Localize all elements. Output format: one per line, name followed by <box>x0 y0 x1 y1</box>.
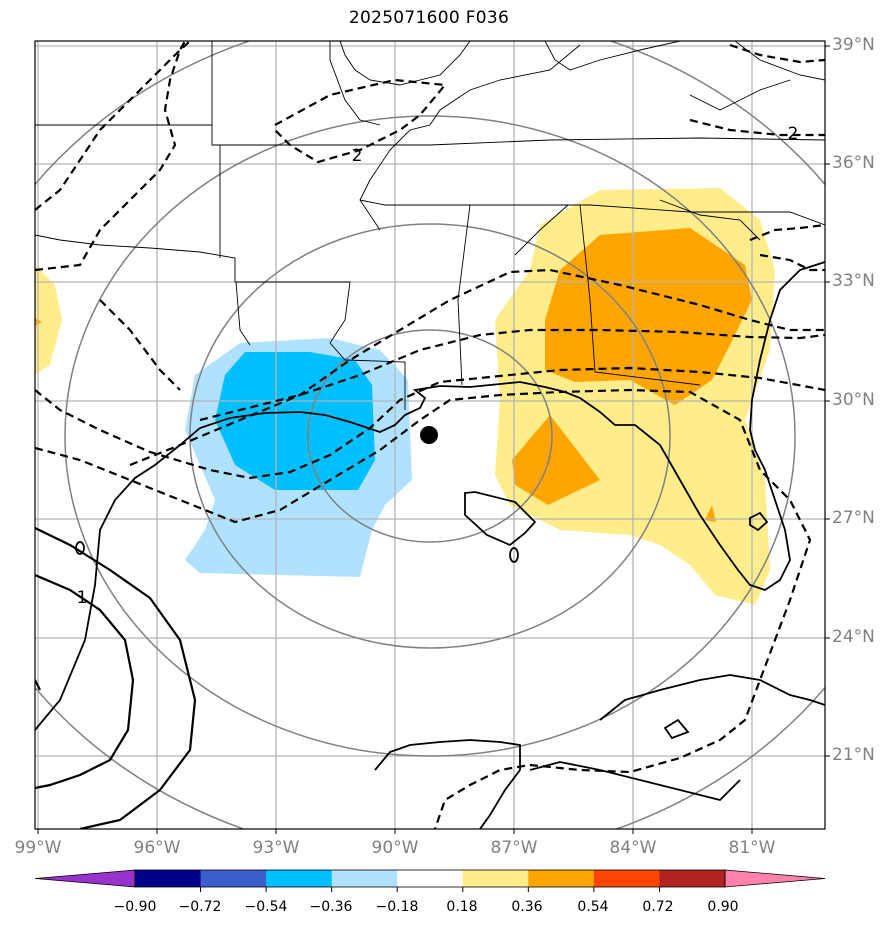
colorbar-extend-high <box>724 869 826 888</box>
lon-label: 99°W <box>14 838 62 858</box>
contour-label: 2 <box>788 124 799 144</box>
colorbar-tick-label: −0.90 <box>113 899 157 915</box>
negative-anomaly-fill <box>185 338 412 577</box>
lon-label: 90°W <box>371 838 419 858</box>
lon-label: 84°W <box>609 838 657 858</box>
colorbar-cell <box>528 870 595 887</box>
colorbar-tick-label: 0.72 <box>642 899 674 915</box>
colorbar-tick-label: 0.18 <box>446 899 478 915</box>
colorbar-tick-label: −0.72 <box>178 899 222 915</box>
colorbar-tick-label: 0.90 <box>707 899 739 915</box>
colorbar-cell <box>200 870 267 887</box>
colorbar-extend-low <box>34 869 136 888</box>
colorbar-cell <box>462 870 529 887</box>
lat-lon-grid <box>35 41 825 829</box>
lat-label: 30°N <box>832 390 875 410</box>
colorbar-tick-label: −0.36 <box>309 899 353 915</box>
lon-label: 81°W <box>728 838 776 858</box>
colorbar-tick-label: −0.18 <box>375 899 419 915</box>
blue-region <box>215 352 375 490</box>
colorbar-cells <box>34 869 826 892</box>
orange-region-south <box>512 415 600 505</box>
orange-spot-keys <box>705 505 716 522</box>
colorbar-tick-label: 0.54 <box>577 899 609 915</box>
lat-label: 33°N <box>832 271 875 291</box>
colorbar-cell <box>135 870 202 887</box>
lon-label: 87°W <box>490 838 538 858</box>
lat-label: 36°N <box>832 153 875 173</box>
colorbar-cell <box>266 870 333 887</box>
solid-contours <box>35 527 197 829</box>
yellow-west-edge <box>35 265 62 375</box>
contour-label: 2 <box>352 146 363 166</box>
positive-anomaly-fill <box>35 188 775 605</box>
map-canvas: 2 2 1 <box>34 40 830 834</box>
colorbar-cell <box>659 870 726 887</box>
map-title: 2025071600 F036 <box>348 8 510 28</box>
lat-label: 24°N <box>832 627 875 647</box>
lat-label: 39°N <box>832 35 875 55</box>
lon-label: 93°W <box>252 838 300 858</box>
state-borders <box>35 41 825 410</box>
lon-label: 96°W <box>133 838 181 858</box>
storm-center-marker <box>420 426 438 444</box>
orange-region-north <box>545 228 752 405</box>
map-frame <box>34 40 826 830</box>
colorbar-cell <box>397 870 464 887</box>
range-rings <box>35 41 825 829</box>
coastlines <box>35 261 825 829</box>
contour-label: 1 <box>77 588 88 608</box>
colorbar-cell <box>331 870 398 887</box>
colorbar-cell <box>593 870 660 887</box>
lat-label: 21°N <box>832 745 875 765</box>
colorbar-outline <box>134 869 726 888</box>
lat-label: 27°N <box>832 508 875 528</box>
axis-ticks <box>37 45 830 834</box>
colorbar-tick-label: −0.54 <box>244 899 288 915</box>
dashed-contours <box>35 41 825 829</box>
colorbar-tick-label: 0.36 <box>511 899 543 915</box>
